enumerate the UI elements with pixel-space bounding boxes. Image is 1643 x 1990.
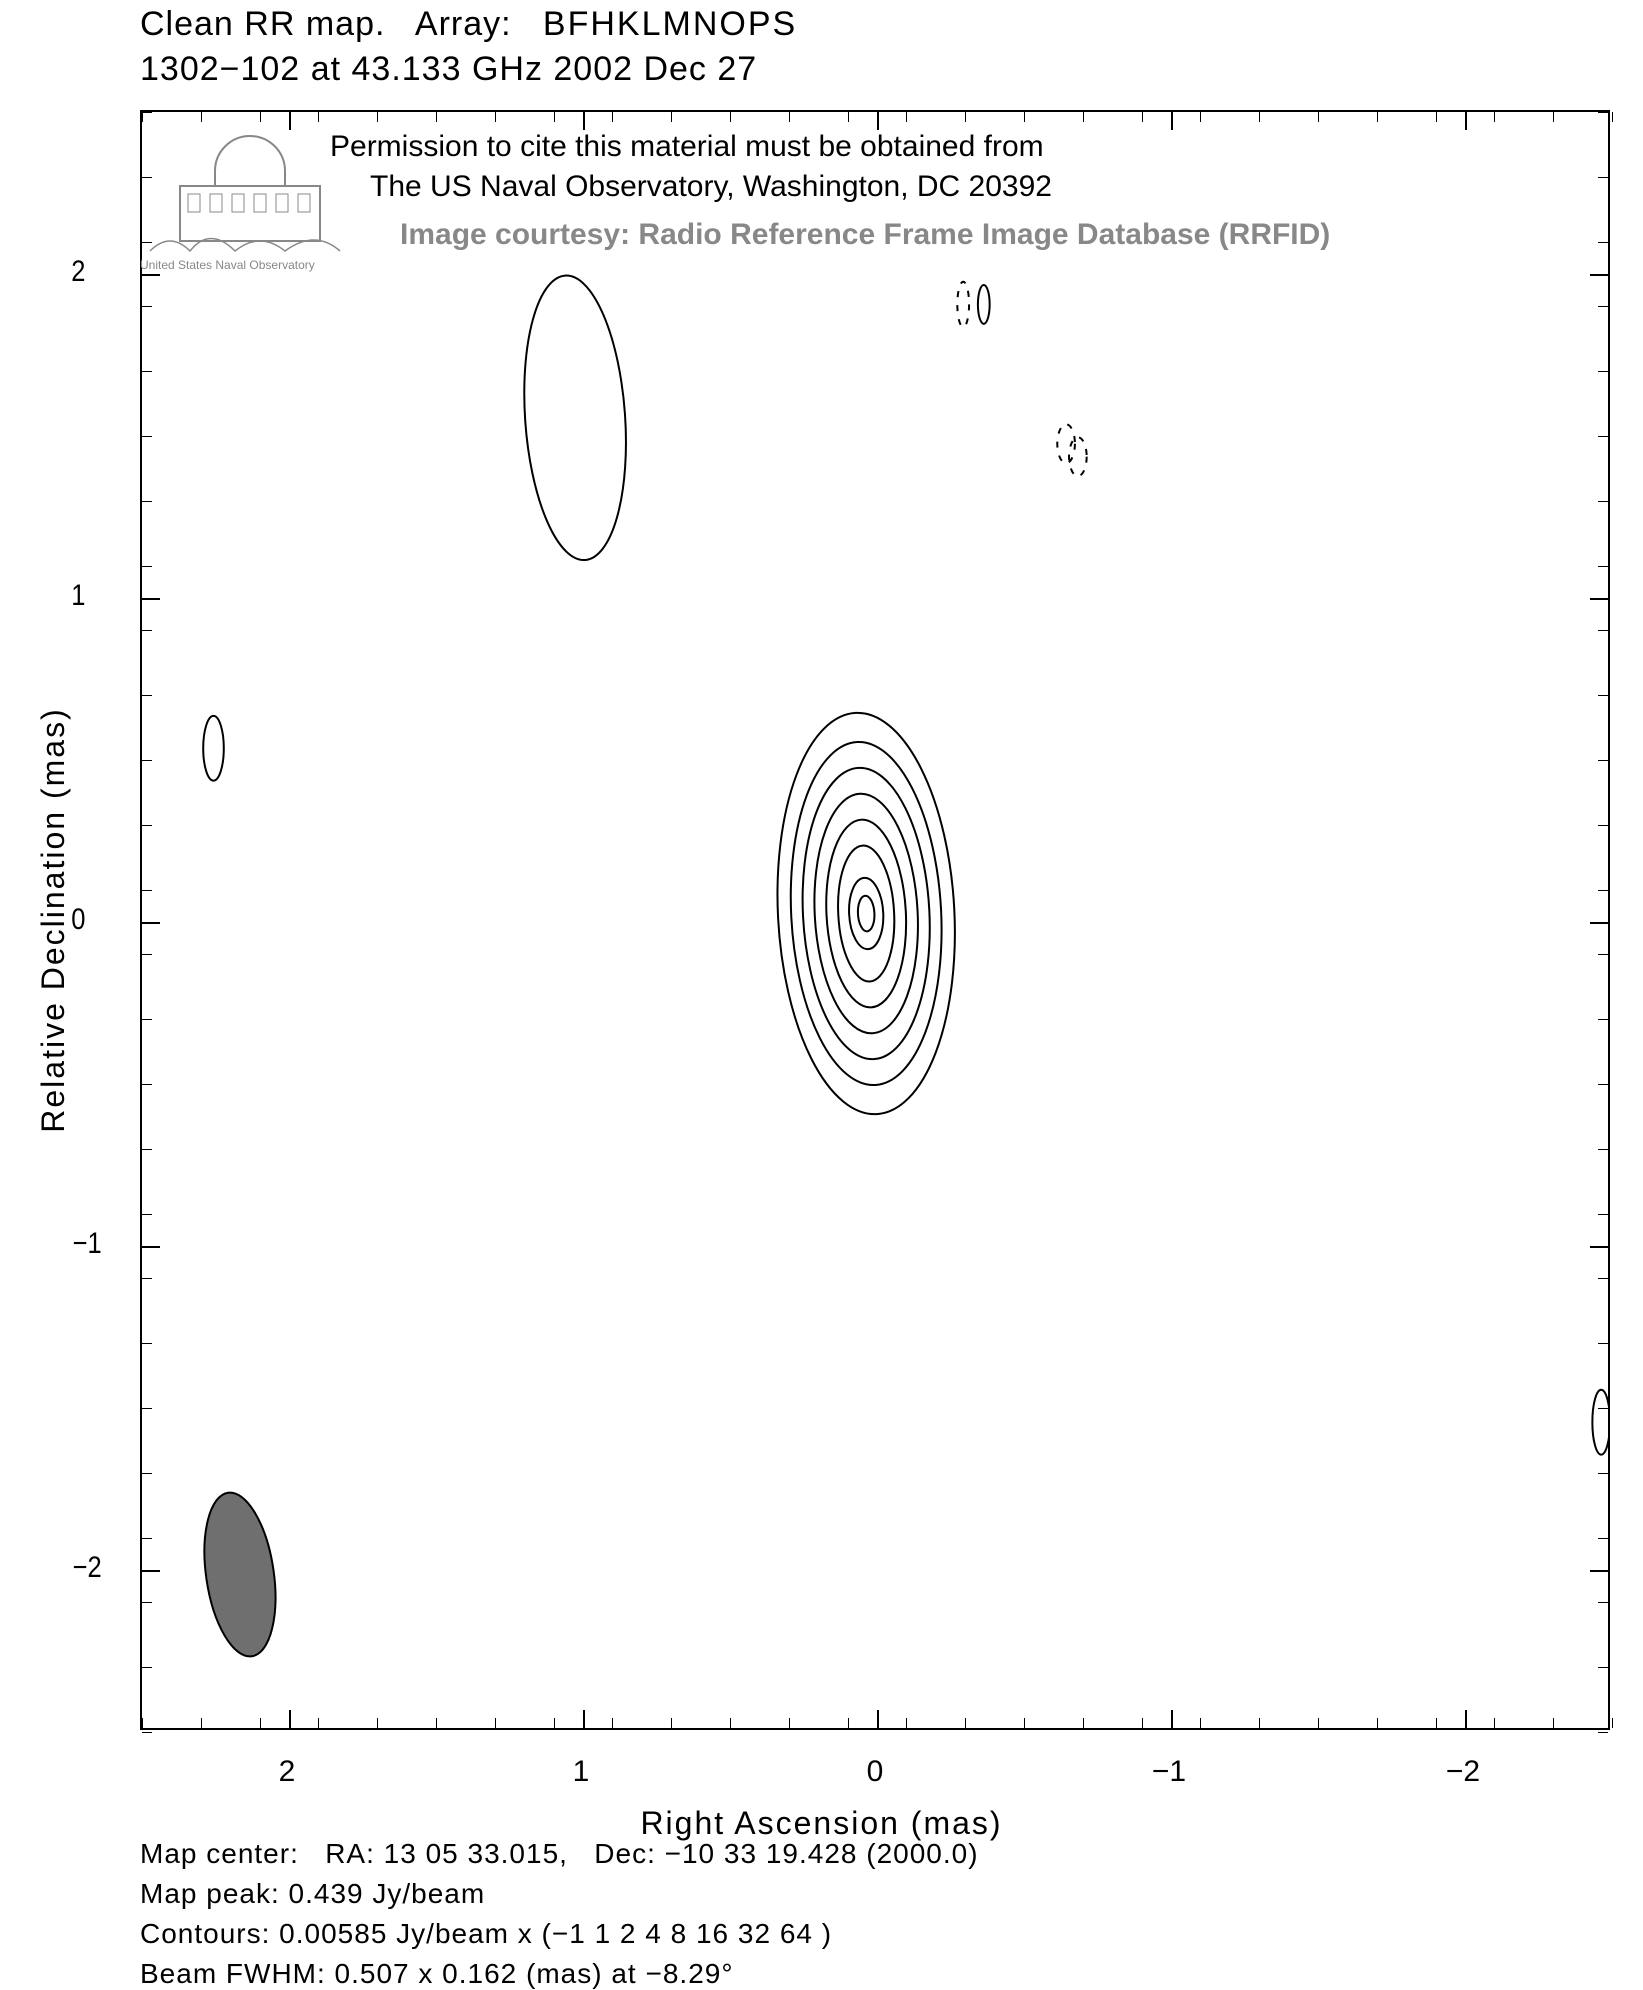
caption-contours: Contours: 0.00585 Jy/beam x (−1 1 2 4 8 … bbox=[140, 1918, 832, 1950]
x-axis-title: Right Ascension (mas) bbox=[0, 1805, 1643, 1842]
courtesy-line: Image courtesy: Radio Reference Frame Im… bbox=[400, 218, 1330, 252]
caption-map-center: Map center: RA: 13 05 33.015, Dec: −10 3… bbox=[140, 1838, 979, 1870]
y-tick-label: −1 bbox=[73, 1227, 102, 1261]
y-tick-label: −2 bbox=[73, 1551, 102, 1585]
x-tick-label: −2 bbox=[1446, 1755, 1480, 1789]
x-tick-label: 1 bbox=[573, 1755, 590, 1789]
contour-svg bbox=[0, 0, 1643, 1916]
usno-logo-caption: United States Naval Observatory bbox=[140, 258, 315, 272]
x-tick-label: −1 bbox=[1152, 1755, 1186, 1789]
x-tick-label: 0 bbox=[867, 1755, 884, 1789]
caption-beam-fwhm: Beam FWHM: 0.507 x 0.162 (mas) at −8.29° bbox=[140, 1958, 734, 1990]
caption-map-peak: Map peak: 0.439 Jy/beam bbox=[140, 1878, 485, 1910]
permission-line-1: Permission to cite this material must be… bbox=[330, 130, 1044, 164]
permission-line-2: The US Naval Observatory, Washington, DC… bbox=[370, 170, 1052, 204]
usno-logo-icon bbox=[150, 136, 340, 251]
y-tick-label: 1 bbox=[71, 579, 85, 613]
y-tick-label: 2 bbox=[71, 255, 85, 289]
y-tick-label: 0 bbox=[71, 903, 85, 937]
y-axis-title: Relative Declination (mas) bbox=[35, 707, 72, 1132]
x-tick-label: 2 bbox=[279, 1755, 296, 1789]
